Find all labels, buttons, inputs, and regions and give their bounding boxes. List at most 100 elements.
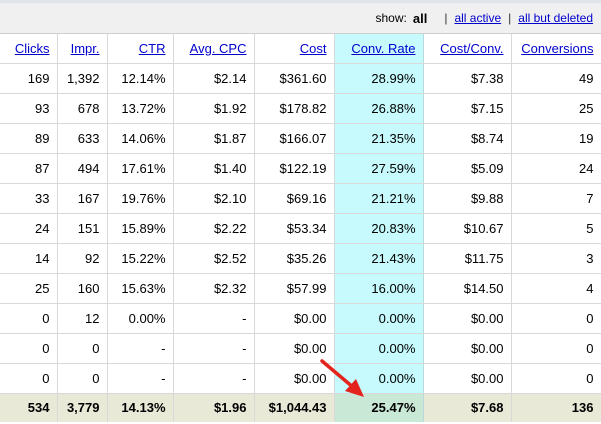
col-header-clicks[interactable]: Clicks bbox=[0, 34, 58, 64]
cell-impressions: 92 bbox=[57, 243, 108, 274]
separator: | bbox=[444, 11, 448, 25]
cell-cost-per-conv: $0.00 bbox=[423, 333, 512, 364]
header-row: Clicks Impr. CTR Avg. CPC Cost Conv. Rat… bbox=[0, 34, 601, 64]
total-impressions: 3,779 bbox=[57, 393, 108, 422]
total-cost-per-conv: $7.68 bbox=[423, 393, 512, 422]
cell-cost: $53.34 bbox=[254, 213, 335, 244]
cell-cost-per-conv: $7.38 bbox=[423, 63, 512, 94]
cell-conv-rate: 21.35% bbox=[333, 123, 424, 154]
total-ctr: 14.13% bbox=[107, 393, 174, 422]
separator: | bbox=[508, 11, 512, 25]
col-header-label[interactable]: Cost bbox=[299, 40, 327, 56]
cell-cost-per-conv: $0.00 bbox=[423, 363, 512, 394]
total-conv-rate: 25.47% bbox=[333, 393, 424, 422]
cell-cost: $69.16 bbox=[254, 183, 335, 214]
cell-avg-cpc: $2.14 bbox=[173, 63, 255, 94]
total-avg-cpc: $1.96 bbox=[173, 393, 255, 422]
cell-cost-per-conv: $8.74 bbox=[423, 123, 512, 154]
table-row: 14 92 15.22% $2.52 $35.26 21.43% $11.75 3 bbox=[0, 243, 601, 274]
col-header-cost-per-conv[interactable]: Cost/Conv. bbox=[423, 34, 512, 64]
cell-cost: $0.00 bbox=[254, 303, 335, 334]
table-row: 25 160 15.63% $2.32 $57.99 16.00% $14.50 4 bbox=[0, 273, 601, 304]
cell-conversions: 49 bbox=[511, 63, 601, 94]
cell-clicks: 0 bbox=[0, 303, 58, 334]
cell-cost-per-conv: $9.88 bbox=[423, 183, 512, 214]
cell-ctr: 13.72% bbox=[107, 93, 174, 124]
cell-avg-cpc: - bbox=[173, 303, 255, 334]
cell-cost-per-conv: $10.67 bbox=[423, 213, 512, 244]
cell-conv-rate: 28.99% bbox=[333, 63, 424, 94]
stats-table: Clicks Impr. CTR Avg. CPC Cost Conv. Rat… bbox=[0, 34, 601, 422]
col-header-cost[interactable]: Cost bbox=[254, 34, 335, 64]
col-header-label[interactable]: Conv. Rate bbox=[351, 40, 416, 56]
cell-conversions: 19 bbox=[511, 123, 601, 154]
col-header-label[interactable]: Cost/Conv. bbox=[440, 40, 504, 56]
table-row: 0 0- - $0.00 0.00% $0.00 0 bbox=[0, 333, 601, 364]
cell-conv-rate: 26.88% bbox=[333, 93, 424, 124]
filter-all-active-link[interactable]: all active bbox=[454, 11, 502, 25]
cell-impressions: 151 bbox=[57, 213, 108, 244]
table-row: 24 151 15.89% $2.22 $53.34 20.83% $10.67 5 bbox=[0, 213, 601, 244]
cell-ctr: - bbox=[107, 333, 174, 364]
cell-clicks: 93 bbox=[0, 93, 58, 124]
cell-conv-rate: 0.00% bbox=[333, 333, 424, 364]
filter-all-but-deleted-link[interactable]: all but deleted bbox=[518, 11, 593, 25]
cell-cost-per-conv: $0.00 bbox=[423, 303, 512, 334]
cell-conversions: 7 bbox=[511, 183, 601, 214]
cell-clicks: 14 bbox=[0, 243, 58, 274]
cell-clicks: 0 bbox=[0, 363, 58, 394]
col-header-avg-cpc[interactable]: Avg. CPC bbox=[173, 34, 255, 64]
cell-impressions: 678 bbox=[57, 93, 108, 124]
table-row: 33 167 19.76% $2.10 $69.16 21.21% $9.88 7 bbox=[0, 183, 601, 214]
cell-ctr: 15.22% bbox=[107, 243, 174, 274]
cell-cost: $122.19 bbox=[254, 153, 335, 184]
col-header-conversions[interactable]: Conversions bbox=[511, 34, 601, 64]
cell-conversions: 5 bbox=[511, 213, 601, 244]
cell-clicks: 169 bbox=[0, 63, 58, 94]
cell-ctr: 12.14% bbox=[107, 63, 174, 94]
cell-conv-rate: 0.00% bbox=[333, 303, 424, 334]
cell-conversions: 0 bbox=[511, 363, 601, 394]
cell-cost: $166.07 bbox=[254, 123, 335, 154]
cell-avg-cpc: $1.40 bbox=[173, 153, 255, 184]
cell-impressions: 12 bbox=[57, 303, 108, 334]
cell-conv-rate: 21.21% bbox=[333, 183, 424, 214]
col-header-label[interactable]: Clicks bbox=[14, 40, 50, 56]
cell-clicks: 89 bbox=[0, 123, 58, 154]
cell-conversions: 0 bbox=[511, 303, 601, 334]
col-header-label[interactable]: Avg. CPC bbox=[189, 40, 247, 56]
cell-cost: $178.82 bbox=[254, 93, 335, 124]
cell-avg-cpc: - bbox=[173, 333, 255, 364]
cell-cost: $0.00 bbox=[254, 363, 335, 394]
cell-conv-rate: 20.83% bbox=[333, 213, 424, 244]
cell-cost-per-conv: $7.15 bbox=[423, 93, 512, 124]
col-header-ctr[interactable]: CTR bbox=[107, 34, 174, 64]
col-header-conv-rate[interactable]: Conv. Rate bbox=[333, 34, 424, 64]
table-row: 169 1,392 12.14% $2.14 $361.60 28.99% $7.38 49 bbox=[0, 63, 601, 94]
cell-conversions: 24 bbox=[511, 153, 601, 184]
top-strip bbox=[0, 0, 601, 3]
cell-avg-cpc: $2.52 bbox=[173, 243, 255, 274]
cell-cost: $0.00 bbox=[254, 333, 335, 364]
cell-impressions: 160 bbox=[57, 273, 108, 304]
cell-ctr: 15.89% bbox=[107, 213, 174, 244]
col-header-label[interactable]: CTR bbox=[138, 40, 166, 56]
table-row: 87 494 17.61% $1.40 $122.19 27.59% $5.09 24 bbox=[0, 153, 601, 184]
col-header-label[interactable]: Conversions bbox=[521, 40, 594, 56]
cell-conv-rate: 16.00% bbox=[333, 273, 424, 304]
cell-impressions: 1,392 bbox=[57, 63, 108, 94]
cell-avg-cpc: $1.87 bbox=[173, 123, 255, 154]
cell-clicks: 87 bbox=[0, 153, 58, 184]
cell-ctr: 15.63% bbox=[107, 273, 174, 304]
cell-avg-cpc: - bbox=[173, 363, 255, 394]
col-header-label[interactable]: Impr. bbox=[70, 40, 100, 56]
total-clicks: 534 bbox=[0, 393, 58, 422]
cell-ctr: 17.61% bbox=[107, 153, 174, 184]
cell-impressions: 0 bbox=[57, 333, 108, 364]
cell-conversions: 0 bbox=[511, 333, 601, 364]
cell-cost: $361.60 bbox=[254, 63, 335, 94]
cell-conversions: 3 bbox=[511, 243, 601, 274]
cell-impressions: 0 bbox=[57, 363, 108, 394]
cell-clicks: 25 bbox=[0, 273, 58, 304]
col-header-impressions[interactable]: Impr. bbox=[57, 34, 108, 64]
